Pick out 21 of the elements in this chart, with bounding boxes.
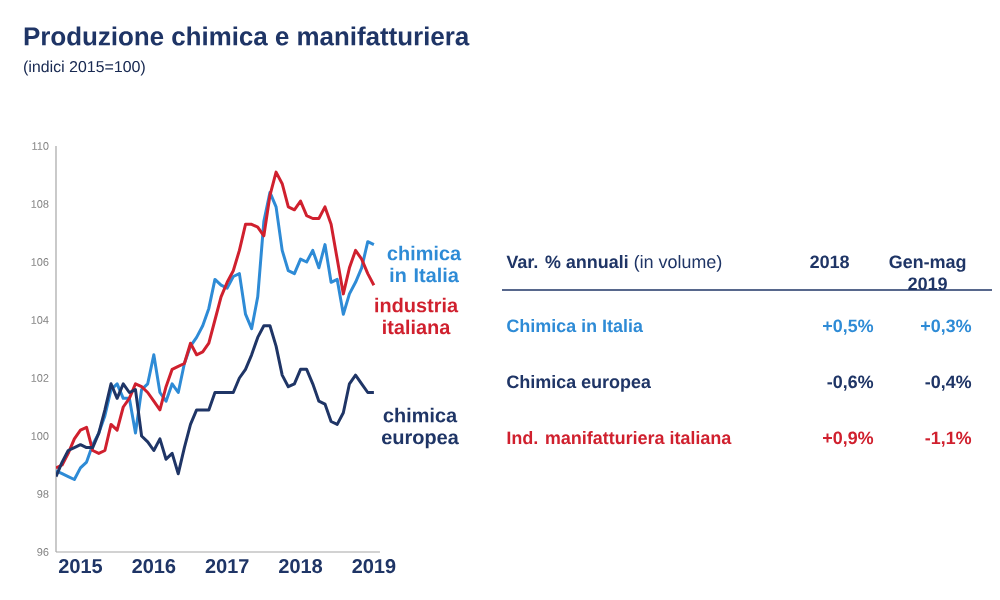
- data-label: +0,5%: [823, 319, 874, 335]
- category-label: Chimica in Italia: [507, 319, 644, 333]
- x-tick-label: 2016: [132, 559, 176, 574]
- category-label: Chimica europea: [507, 375, 652, 392]
- text: Var. % annuali (in volume): [506, 255, 722, 272]
- series-label: industria italiana: [375, 297, 459, 335]
- data-label: -1,1%: [925, 431, 972, 447]
- series-label: chimica europea: [382, 407, 459, 449]
- category-label: Ind. manifatturiera italiana: [507, 431, 732, 445]
- x-tick-label: 2017: [205, 559, 249, 574]
- text: Gen-mag 2019: [889, 255, 966, 291]
- x-tick-label: 2018: [279, 559, 323, 574]
- data-label: -0,6%: [827, 375, 874, 391]
- x-tick-label: 2019: [352, 559, 396, 574]
- data-label: +0,3%: [921, 319, 972, 335]
- data-label: -0,4%: [925, 375, 972, 391]
- chart-title: Produzione chimica e manifatturiera: [24, 26, 470, 46]
- x-tick-label: 2015: [58, 559, 103, 574]
- series-label: chimica in Italia: [387, 245, 462, 283]
- data-label: +0,9%: [823, 431, 874, 447]
- text: 2018: [810, 255, 850, 269]
